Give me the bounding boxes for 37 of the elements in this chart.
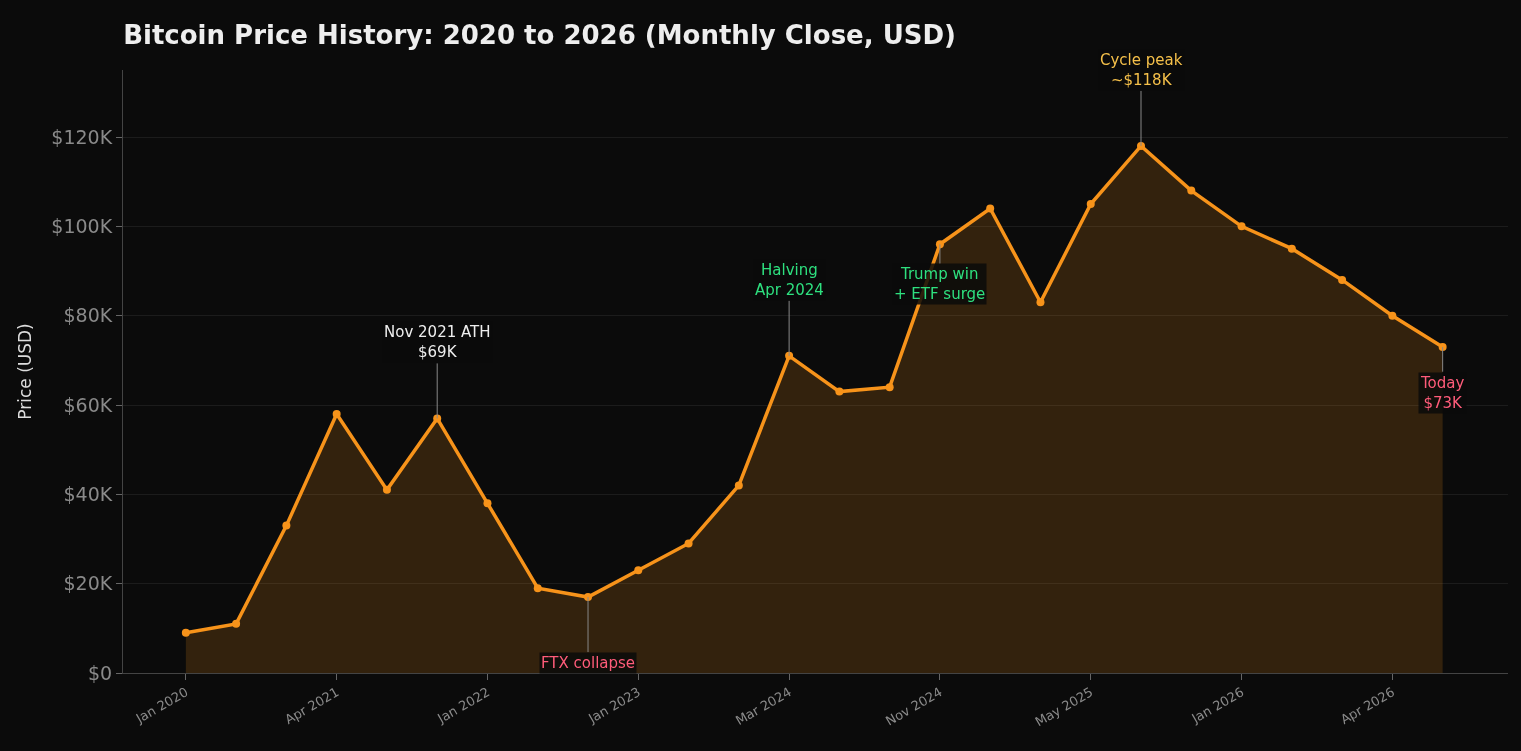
annotation: Trump win + ETF surge <box>894 265 986 303</box>
annotation: Today $73K <box>1420 374 1465 412</box>
point <box>483 499 492 508</box>
point <box>1086 200 1095 208</box>
point <box>684 539 693 548</box>
y-tick-label: $100K <box>51 214 113 237</box>
annotation: Cycle peak ~$118K <box>1100 51 1183 89</box>
y-tick-label: $80K <box>63 304 113 327</box>
y-tick-label: $40K <box>63 482 113 505</box>
point <box>1287 244 1296 253</box>
point <box>734 481 743 490</box>
annotation: Nov 2021 ATH $69K <box>384 323 491 361</box>
point <box>181 628 190 637</box>
y-tick-label: $120K <box>51 125 113 148</box>
y-tick-label: $20K <box>63 572 113 595</box>
y-tick-label: $0 <box>88 661 113 684</box>
point <box>634 566 643 575</box>
point <box>986 204 995 213</box>
point <box>1237 222 1246 231</box>
point <box>1438 342 1447 351</box>
chart-title: Bitcoin Price History: 2020 to 2026 (Monthly Close, USD) <box>123 20 957 51</box>
point <box>533 584 542 593</box>
point <box>1338 275 1347 284</box>
point <box>332 409 341 418</box>
point <box>433 414 442 423</box>
y-axis-title: Price (USD) <box>14 323 35 420</box>
y-tick-label: $60K <box>63 393 113 416</box>
point <box>885 383 894 392</box>
point <box>1388 311 1397 320</box>
point <box>282 521 291 530</box>
point <box>835 387 844 396</box>
point <box>1036 298 1045 307</box>
point <box>1187 186 1196 195</box>
point <box>232 619 241 628</box>
annotation: Halving Apr 2024 <box>755 261 824 299</box>
annotation: FTX collapse <box>541 654 636 672</box>
point <box>382 485 391 494</box>
